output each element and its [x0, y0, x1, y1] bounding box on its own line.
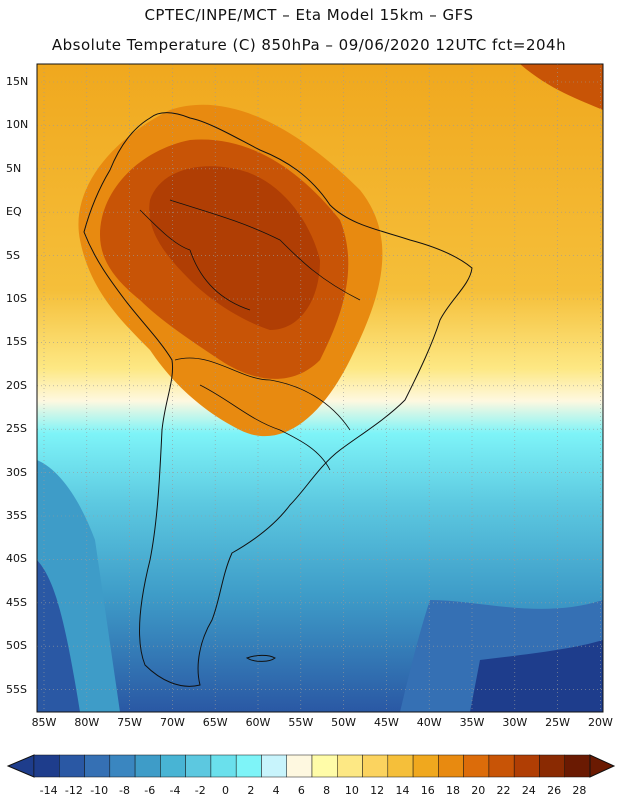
lon-label: 75W — [117, 716, 143, 729]
colorbar-swatch — [210, 754, 237, 778]
lat-label: 50S — [6, 639, 27, 653]
colorbar-label: 10 — [344, 784, 359, 797]
colorbar-swatch — [463, 754, 490, 778]
colorbar-swatch — [261, 754, 287, 778]
lat-label: 15N — [6, 75, 29, 88]
lat-label: 20S — [6, 378, 27, 392]
south-america-coastline — [83, 112, 473, 687]
lon-label: 35W — [459, 716, 485, 729]
colorbar-swatch — [311, 754, 338, 778]
lat-lon-grid — [37, 64, 603, 712]
colorbar-label: 28 — [572, 784, 587, 797]
colorbar-label: 18 — [446, 784, 460, 797]
lat-label: 10N — [6, 118, 29, 132]
colorbar-swatch — [362, 754, 389, 778]
colorbar-label: 14 — [395, 784, 410, 797]
lon-label: 50W — [331, 716, 357, 729]
colorbar-min-arrow — [6, 754, 35, 778]
country-borders — [139, 199, 361, 471]
colorbar-label: -14 — [39, 784, 58, 797]
colorbar-label: 20 — [471, 784, 486, 797]
colorbar-swatch — [564, 754, 591, 778]
plot-frame — [36, 63, 604, 713]
lon-label: 70W — [159, 716, 185, 729]
colorbar-swatch — [488, 754, 515, 778]
colorbar-label: -10 — [90, 784, 109, 797]
colorbar-swatch — [59, 754, 85, 778]
map-title: CPTEC/INPE/MCT – Eta Model 15km – GFS — [144, 6, 474, 24]
lon-label: 20W — [587, 716, 613, 729]
colorbar-label: 22 — [496, 784, 511, 797]
colorbar-label: -6 — [144, 784, 156, 797]
colorbar-label: 12 — [370, 784, 385, 797]
colorbar-label: -12 — [64, 784, 83, 797]
colorbar-swatch — [134, 754, 161, 778]
lat-label: 35S — [6, 509, 27, 522]
colorbar-swatch — [513, 754, 540, 778]
falkland-islands — [245, 654, 276, 662]
lon-label: 80W — [74, 716, 100, 729]
colorbar-label: 16 — [420, 784, 435, 797]
colorbar-swatch — [109, 754, 136, 778]
lon-label: 25W — [545, 716, 571, 729]
colorbar-label: 6 — [297, 784, 305, 797]
colorbar-swatch — [412, 754, 439, 778]
lat-label: 25S — [6, 422, 27, 436]
lat-label: 45S — [6, 595, 27, 609]
colorbar-label: -8 — [118, 784, 130, 797]
colorbar — [6, 754, 616, 778]
lon-label: 45W — [373, 716, 399, 729]
colorbar-label: -4 — [169, 784, 181, 797]
colorbar-swatch — [235, 754, 262, 778]
lat-label: 5S — [6, 248, 20, 262]
lon-label: 30W — [502, 716, 528, 729]
colorbar-swatch — [286, 754, 313, 778]
lon-label: 85W — [31, 716, 57, 729]
colorbar-label: 4 — [272, 784, 280, 797]
colorbar-label: 8 — [323, 784, 331, 797]
lat-label: 55S — [6, 682, 27, 696]
lon-label: 65W — [202, 716, 228, 729]
colorbar-swatch — [337, 754, 363, 778]
colorbar-label: -2 — [194, 784, 206, 797]
colorbar-label: 0 — [222, 784, 230, 797]
colorbar-label: 2 — [247, 784, 255, 797]
temperature-field — [37, 64, 603, 712]
lon-label: 55W — [288, 716, 314, 729]
lat-label: EQ — [6, 205, 22, 219]
colorbar-swatch — [33, 754, 60, 778]
lat-label: 40S — [6, 552, 27, 566]
colorbar-label: 26 — [547, 784, 562, 797]
colorbar-max-arrow — [589, 754, 616, 778]
colorbar-swatch — [438, 754, 464, 778]
lat-label: 30S — [6, 465, 27, 479]
colorbar-label: 24 — [521, 784, 536, 797]
colorbar-swatch — [387, 754, 414, 778]
lat-label: 5N — [6, 161, 22, 175]
lon-label: 40W — [416, 716, 442, 729]
lon-label: 60W — [245, 716, 271, 729]
colorbar-swatch — [160, 754, 186, 778]
lat-label: 10S — [6, 292, 27, 305]
lat-label: 15S — [6, 335, 27, 349]
map-subtitle: Absolute Temperature (C) 850hPa – 09/06/… — [51, 36, 567, 54]
colorbar-swatch — [539, 754, 565, 778]
colorbar-swatch — [185, 754, 212, 778]
colorbar-swatch — [84, 754, 111, 778]
